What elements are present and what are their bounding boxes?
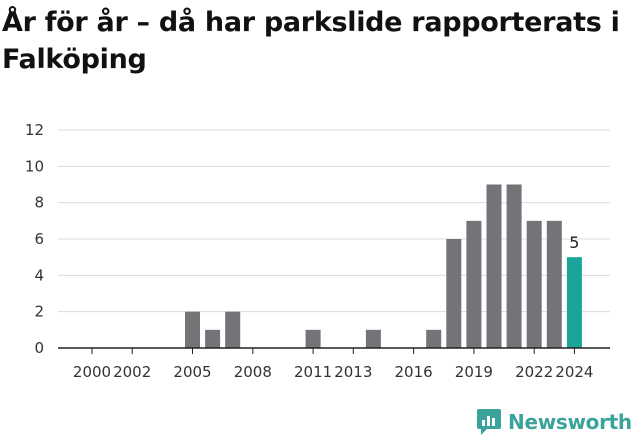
y-tick-label: 10: [25, 157, 44, 175]
bar-2022: [526, 220, 542, 348]
bar-2019: [466, 220, 482, 348]
x-tick-label: 2013: [334, 363, 372, 381]
bars: [185, 184, 582, 348]
x-axis-ticks: 2000 2002 2005 2008 2011 2013 2016 2019 2022 2024: [73, 348, 593, 381]
bar-2024: [566, 257, 582, 348]
newsworthy-logo-icon: [477, 409, 501, 435]
y-tick-label: 6: [34, 230, 44, 248]
x-tick-label: 2005: [173, 363, 211, 381]
x-tick-label: 2011: [294, 363, 332, 381]
y-axis-ticks: 0 2 4 6 8 10 12: [25, 121, 44, 357]
bar-2021: [506, 184, 522, 348]
x-tick-label: 2002: [113, 363, 151, 381]
bar-2005: [185, 311, 200, 348]
chart-title: År för år – då har parkslide rapporterat…: [2, 7, 620, 75]
x-tick-label: 2000: [73, 363, 111, 381]
bar-2017: [426, 329, 442, 348]
x-tick-label: 2016: [395, 363, 433, 381]
bar-2020: [486, 184, 502, 348]
y-tick-label: 4: [34, 266, 44, 284]
bar-2023: [546, 220, 562, 348]
bar-2007: [225, 311, 241, 348]
x-tick-label: 2019: [455, 363, 493, 381]
bar-2011: [305, 329, 321, 348]
brand-name: Newsworthy: [508, 410, 631, 434]
y-tick-label: 12: [25, 121, 44, 139]
data-labels: 5: [569, 233, 579, 252]
y-tick-label: 8: [34, 194, 44, 212]
newsworthy-brand[interactable]: Newsworthy: [476, 405, 631, 439]
y-tick-label: 0: [34, 339, 44, 357]
x-tick-label: 2008: [234, 363, 272, 381]
x-tick-label: 2024: [555, 363, 593, 381]
bar-2018: [446, 239, 462, 348]
x-tick-label: 2022: [515, 363, 553, 381]
y-tick-label: 2: [34, 303, 44, 321]
bar-2014: [365, 329, 381, 348]
bar-2006: [205, 329, 221, 348]
data-label-2024: 5: [569, 233, 579, 252]
